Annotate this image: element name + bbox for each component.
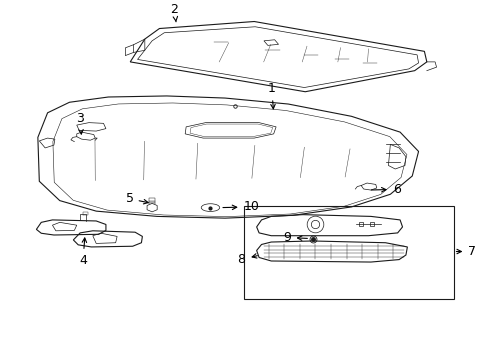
- Text: 1: 1: [267, 82, 275, 109]
- Text: 4: 4: [79, 238, 87, 267]
- Text: 9: 9: [282, 231, 307, 244]
- Text: 5: 5: [125, 192, 148, 205]
- Text: 7: 7: [455, 245, 475, 258]
- Text: 8: 8: [237, 253, 257, 266]
- Text: 3: 3: [76, 112, 84, 134]
- Text: 10: 10: [223, 201, 259, 213]
- Text: 2: 2: [170, 3, 178, 22]
- Bar: [244, 206, 453, 299]
- Text: 6: 6: [370, 183, 400, 196]
